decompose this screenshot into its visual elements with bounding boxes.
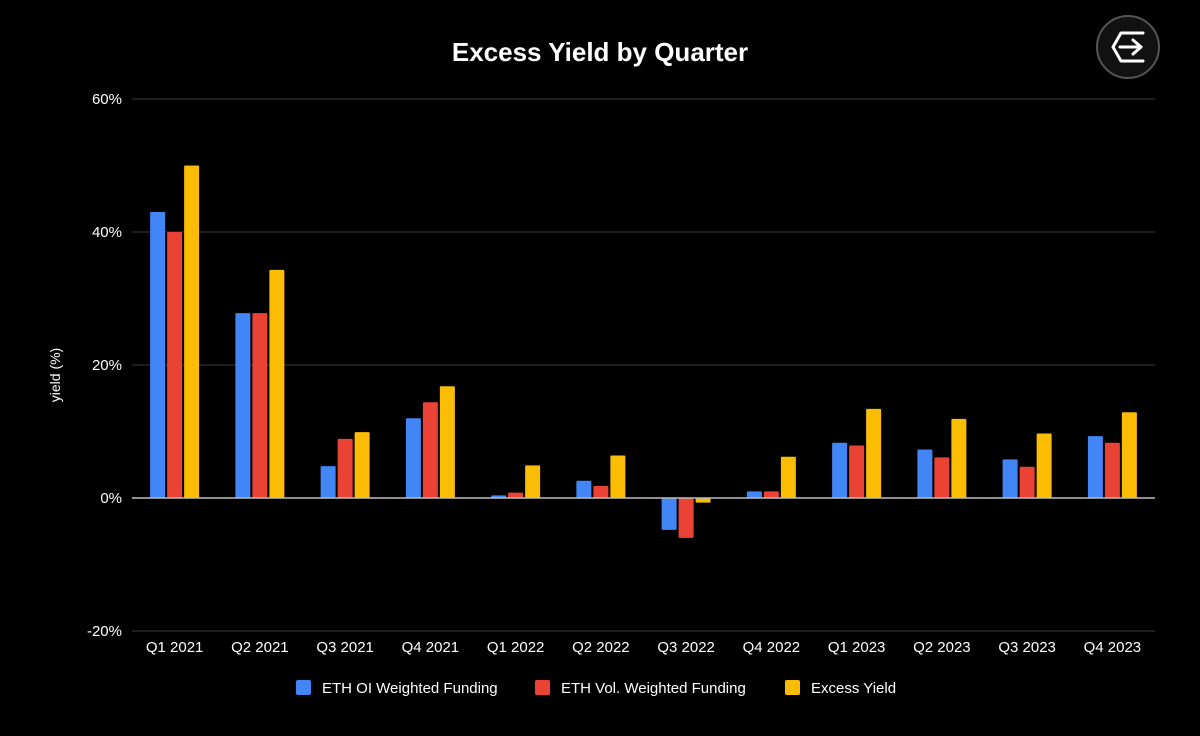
legend: ETH OI Weighted Funding ETH Vol. Weighted…: [296, 680, 896, 697]
bar: [866, 408, 882, 498]
x-tick-label: Q2 2022: [572, 639, 630, 656]
bar: [1104, 442, 1120, 498]
bar: [1036, 433, 1052, 498]
bar: [593, 486, 609, 498]
bar: [849, 445, 865, 498]
bar: [610, 455, 626, 498]
legend-swatch: [785, 680, 800, 695]
x-tick-label: Q4 2022: [743, 639, 801, 656]
x-tick-label: Q3 2023: [998, 639, 1056, 656]
x-tick-label: Q1 2021: [146, 639, 204, 656]
legend-swatch: [535, 680, 550, 695]
y-tick-labels: -20% 0% 20% 40% 60%: [87, 91, 122, 640]
bar: [439, 386, 455, 498]
bar: [235, 313, 251, 498]
exponential-logo-icon: [1096, 15, 1160, 79]
bar: [422, 402, 438, 498]
y-tick-label: 20%: [92, 357, 122, 374]
x-tick-label: Q3 2021: [316, 639, 374, 656]
x-tick-labels: Q1 2021 Q2 2021 Q3 2021 Q4 2021 Q1 2022 Q2 20…: [146, 639, 1141, 656]
x-tick-label: Q2 2021: [231, 639, 289, 656]
chart-title: Excess Yield by Quarter: [452, 37, 748, 67]
x-tick-label: Q4 2023: [1084, 639, 1142, 656]
legend-swatch: [296, 680, 311, 695]
x-tick-label: Q1 2023: [828, 639, 886, 656]
y-tick-label: 60%: [92, 91, 122, 108]
bar: [167, 232, 183, 498]
y-tick-label: 0%: [100, 490, 122, 507]
bar: [1087, 436, 1103, 498]
bar: [150, 212, 166, 499]
bar: [525, 465, 541, 498]
bar: [354, 432, 370, 498]
bar: [320, 466, 336, 498]
bar: [508, 492, 524, 498]
y-axis-label: yield (%): [47, 348, 63, 402]
bar: [1002, 459, 1018, 498]
bar: [337, 438, 353, 498]
bar: [1019, 466, 1035, 498]
legend-label: ETH Vol. Weighted Funding: [561, 680, 746, 697]
legend-label: Excess Yield: [811, 680, 896, 697]
bar: [746, 491, 762, 498]
y-tick-label: 40%: [92, 224, 122, 241]
bar: [184, 165, 200, 498]
bar: [269, 269, 285, 498]
bar: [951, 418, 967, 498]
bars: [150, 165, 1137, 538]
bar: [832, 442, 848, 498]
bar: [678, 498, 694, 538]
gridlines: [132, 98, 1155, 632]
bar: [576, 480, 592, 498]
bar: [405, 418, 421, 498]
bar: [934, 457, 950, 498]
x-tick-label: Q4 2021: [402, 639, 460, 656]
bar: [1121, 412, 1137, 498]
y-tick-label: -20%: [87, 623, 122, 640]
bar: [695, 498, 711, 503]
bar: [252, 313, 268, 498]
bar: [763, 491, 779, 498]
x-tick-label: Q3 2022: [657, 639, 715, 656]
bar: [661, 498, 677, 530]
bar: [780, 456, 796, 498]
legend-label: ETH OI Weighted Funding: [322, 680, 498, 697]
x-tick-label: Q2 2023: [913, 639, 971, 656]
bar: [917, 449, 933, 498]
x-tick-label: Q1 2022: [487, 639, 545, 656]
